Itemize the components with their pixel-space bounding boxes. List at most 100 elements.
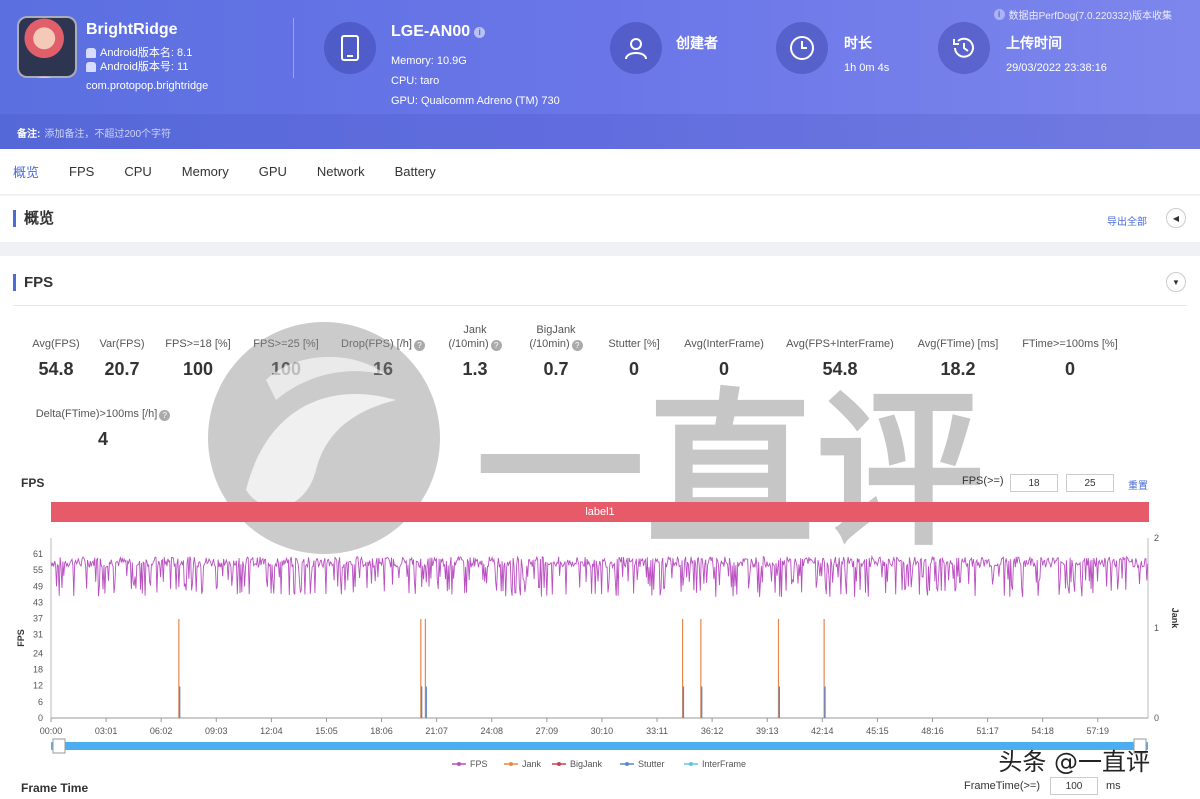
x-tick-label: 45:15 [866, 726, 889, 736]
y-tick-label: 6 [38, 697, 43, 707]
tab-network[interactable]: Network [316, 164, 365, 179]
fps-threshold-low-input[interactable] [1010, 474, 1058, 492]
x-tick-label: 27:09 [536, 726, 559, 736]
frame-time-title: Frame Time [21, 781, 89, 795]
tab-memory[interactable]: Memory [181, 164, 229, 179]
tab-bar: 概览 FPS CPU Memory GPU Network Battery [0, 149, 1200, 194]
metric-label: Jank [463, 324, 487, 336]
y-tick-label: 18 [33, 665, 43, 675]
fps-chart-title: FPS [21, 476, 45, 490]
header-divider [293, 18, 294, 78]
y2-axis-label: Jank [1170, 608, 1180, 630]
y2-tick-label: 1 [1154, 623, 1159, 633]
collapse-left-button[interactable]: ◀ [1166, 208, 1186, 228]
device-gpu: GPU: Qualcomm Adreno (TM) 730 [391, 95, 560, 107]
metric-drop-fps: Drop(FPS) [/h]? 16 [336, 337, 430, 380]
tab-fps[interactable]: FPS [69, 164, 95, 179]
x-tick-label: 21:07 [425, 726, 448, 736]
x-tick-label: 09:03 [205, 726, 228, 736]
metric-value: 16 [336, 359, 430, 380]
help-icon[interactable]: ? [571, 340, 583, 351]
frame-time-unit: ms [1106, 780, 1121, 792]
metric-value: 0.7 [543, 359, 569, 379]
collapse-down-button[interactable]: ▼ [1166, 272, 1186, 292]
reset-button[interactable]: 重置 [1128, 481, 1148, 492]
android-version-name: Android版本名: 8.1 [100, 47, 193, 59]
user-icon [610, 22, 662, 74]
metric-avg-ftime: Avg(FTime) [ms] 18.2 [910, 337, 1006, 380]
info-icon[interactable]: i [474, 26, 486, 38]
frame-time-input[interactable] [1050, 777, 1098, 795]
metric-label-unit: (/10min) [448, 338, 489, 350]
time-range-slider [51, 742, 1148, 750]
slider-handle-left [52, 738, 66, 754]
watermark-logo [208, 322, 440, 554]
x-tick-label: 18:06 [370, 726, 393, 736]
help-icon[interactable]: ? [490, 340, 502, 351]
clock-icon [776, 22, 828, 74]
y-tick-label: 12 [33, 681, 43, 691]
label-bar[interactable]: label1 [51, 502, 1149, 522]
x-tick-label: 42:14 [811, 726, 834, 736]
tab-battery[interactable]: Battery [394, 164, 436, 179]
legend-bigjank: BigJank [570, 759, 603, 769]
fps-threshold-label: FPS(>=) [962, 475, 1004, 487]
info-icon: i [993, 9, 1005, 20]
metric-label: Stutter [%] [608, 338, 660, 350]
help-icon[interactable]: ? [413, 340, 425, 351]
x-tick-label: 51:17 [976, 726, 999, 736]
metric-label: FTime>=100ms [%] [1022, 338, 1118, 350]
frame-time-label: FrameTime(>=) [964, 780, 1040, 792]
creator-title: 创建者 [676, 35, 718, 51]
metric-stutter: Stutter [%] 0 [600, 337, 668, 380]
overview-title: 概览 [13, 210, 54, 227]
y2-tick-label: 2 [1154, 533, 1159, 543]
metric-label: Delta(FTime)>100ms [/h] [35, 408, 158, 420]
x-tick-label: 48:16 [921, 726, 944, 736]
metric-label-unit: (/10min) [529, 338, 570, 350]
metric-label: Avg(FTime) [ms] [917, 338, 999, 350]
device-cpu: CPU: taro [391, 75, 440, 87]
metric-avg-fps: Avg(FPS) 54.8 [24, 337, 88, 380]
app-name: BrightRidge [86, 21, 178, 38]
metric-avg-fps-interframe: Avg(FPS+InterFrame) 54.8 [780, 337, 900, 380]
metric-jank: Jank (/10min)? 1.3 [440, 323, 510, 380]
metric-value: 0 [628, 359, 639, 379]
x-tick-label: 57:19 [1087, 726, 1110, 736]
fps-threshold-high-input[interactable] [1066, 474, 1114, 492]
android-icon [86, 62, 96, 72]
app-icon [17, 16, 77, 78]
x-tick-label: 24:08 [480, 726, 503, 736]
metric-label: Var(FPS) [99, 338, 145, 350]
device-name: LGE-AN00 [391, 23, 471, 40]
x-tick-label: 39:13 [756, 726, 779, 736]
legend-dot [457, 762, 461, 766]
help-icon[interactable]: ? [159, 410, 171, 421]
metric-label: Avg(InterFrame) [684, 338, 764, 350]
tab-cpu[interactable]: CPU [124, 164, 152, 179]
x-tick-label: 33:11 [646, 726, 668, 736]
fps-series-line [50, 554, 1149, 598]
x-tick-label: 30:10 [591, 726, 614, 736]
y-tick-label: 37 [33, 614, 43, 624]
section-divider [13, 305, 1187, 306]
y-tick-label: 43 [33, 597, 43, 607]
metric-value: 18.2 [940, 359, 976, 379]
tab-overview[interactable]: 概览 [13, 165, 40, 180]
duration-title: 时长 [844, 35, 872, 51]
metric-label: Drop(FPS) [/h] [341, 338, 412, 350]
history-icon [938, 22, 990, 74]
phone-icon [324, 22, 376, 74]
x-tick-label: 15:05 [315, 726, 338, 736]
export-all-link[interactable]: 导出全部 [1107, 217, 1147, 228]
note-input[interactable]: 添加备注，不超过200个字符 [44, 129, 172, 140]
y-tick-label: 55 [33, 565, 43, 575]
y-tick-label: 49 [33, 581, 43, 591]
x-tick-label: 00:00 [40, 726, 63, 736]
legend-stutter: Stutter [638, 759, 665, 769]
metric-ftime-ge-100: FTime>=100ms [%] 0 [1014, 337, 1126, 380]
tab-gpu[interactable]: GPU [258, 164, 287, 179]
metric-value: 54.8 [38, 359, 74, 379]
metric-value: 54.8 [822, 359, 858, 379]
